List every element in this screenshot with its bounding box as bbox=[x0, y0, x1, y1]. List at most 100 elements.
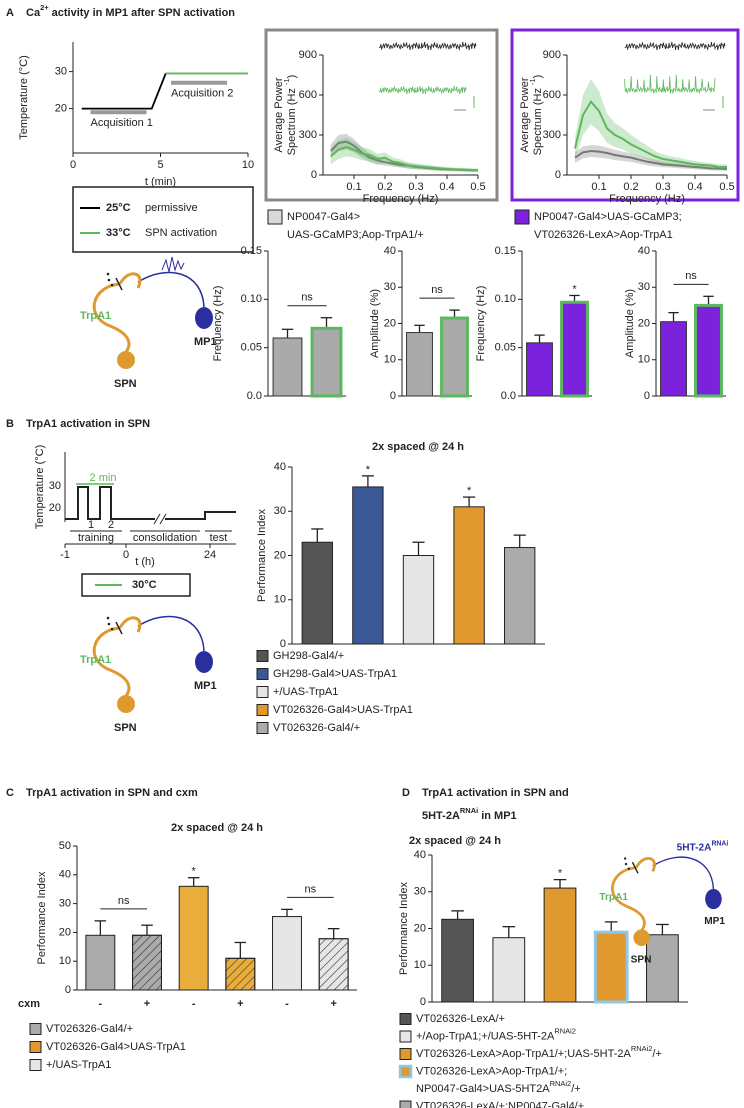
bar bbox=[593, 930, 629, 1004]
legend-label: 33°C bbox=[106, 227, 131, 239]
y-tick-label: 0 bbox=[65, 984, 71, 996]
vesicle bbox=[627, 867, 630, 870]
x-tick-label: 0.5 bbox=[719, 181, 734, 193]
y-axis-label: Average Power bbox=[273, 77, 285, 152]
y-tick-label: 600 bbox=[299, 89, 317, 101]
x-tick-label: + bbox=[144, 998, 150, 1010]
neuron-diagram: TrpA1 MP1 SPN 5HT-2ARNAi bbox=[599, 841, 728, 966]
x-tick-label: 0.1 bbox=[346, 181, 361, 193]
y-tick-label: 10 bbox=[414, 959, 426, 971]
y-tick-label: 50 bbox=[59, 840, 71, 852]
protocol-trace bbox=[65, 486, 236, 520]
y-axis-label-part: -1 bbox=[282, 78, 291, 85]
label-trpa1: TrpA1 bbox=[599, 892, 628, 903]
spectrum-line bbox=[574, 99, 727, 168]
spn-cell bbox=[117, 695, 135, 713]
y-tick-label: 300 bbox=[299, 129, 317, 141]
panel-frame bbox=[264, 28, 499, 202]
y-tick-label: 10 bbox=[274, 594, 286, 606]
y-tick-label: 20 bbox=[55, 103, 67, 115]
pulse-number: 1 bbox=[88, 519, 94, 531]
protocol-time-label: 0 bbox=[123, 549, 129, 561]
x-tick-label: 0.4 bbox=[687, 181, 702, 193]
y-axis-label: Average Power bbox=[519, 77, 531, 152]
legend-label: VT026326-Gal4/+ bbox=[273, 722, 360, 734]
mp1-cell bbox=[195, 307, 213, 329]
temperature-line bbox=[81, 73, 167, 110]
legend-label-part: /+ bbox=[571, 1083, 580, 1095]
y-tick-label: 30 bbox=[414, 886, 426, 898]
bar bbox=[406, 332, 433, 397]
x-tick-label: - bbox=[192, 998, 196, 1010]
bar bbox=[301, 541, 333, 645]
trace bbox=[624, 41, 726, 51]
vesicle bbox=[106, 616, 110, 620]
significance-label: ns bbox=[301, 292, 313, 304]
y-tick-label: 20 bbox=[59, 926, 71, 938]
x-tick-label: 0.5 bbox=[470, 181, 485, 193]
chart-title: 2x spaced @ 24 h bbox=[171, 822, 263, 834]
y-tick-label: 0 bbox=[390, 390, 396, 402]
legend-label-part: VT026326-LexA>Aop-TrpA1/+;UAS-5HT-2A bbox=[416, 1048, 631, 1060]
mp1-axon bbox=[137, 271, 205, 308]
y-tick-label: 30 bbox=[384, 281, 396, 293]
significance-label: ns bbox=[305, 883, 317, 895]
y-tick-label: 30 bbox=[59, 898, 71, 910]
legend-swatch bbox=[29, 1059, 42, 1071]
panel-title-part: in MP1 bbox=[478, 810, 517, 822]
vesicle bbox=[107, 278, 111, 282]
bar bbox=[85, 934, 116, 991]
axis-break bbox=[153, 513, 167, 525]
panel-title: 5HT-2ARNAi in MP1 bbox=[422, 806, 517, 821]
spn-cell bbox=[633, 929, 650, 946]
y-tick-label: 10 bbox=[384, 354, 396, 366]
legend-swatch bbox=[267, 209, 283, 225]
y-tick-label: 0.0 bbox=[501, 390, 516, 402]
bar bbox=[272, 337, 303, 397]
protocol-y-label: Temperature (°C) bbox=[34, 445, 46, 529]
panel-title-part: TrpA1 activation in SPN and bbox=[422, 787, 569, 799]
significance-label: ns bbox=[431, 284, 443, 296]
bar bbox=[441, 918, 474, 1003]
significance-label: * bbox=[572, 283, 577, 295]
legend-label: VT026326-LexA>Aop-TrpA1/+; bbox=[416, 1065, 567, 1077]
protocol-time-label: 24 bbox=[204, 549, 216, 561]
x-tick-label: + bbox=[330, 998, 336, 1010]
x-tick-label: 0.3 bbox=[655, 181, 670, 193]
y-tick-label: 0 bbox=[555, 169, 561, 181]
label-mp1: MP1 bbox=[194, 680, 217, 692]
bar bbox=[440, 316, 469, 398]
protocol-legend-label: 30°C bbox=[132, 579, 157, 591]
legend-swatch bbox=[256, 668, 269, 680]
x-tick-label: 0 bbox=[70, 159, 76, 171]
x-tick-label: - bbox=[285, 998, 289, 1010]
legend-label: NP0047-Gal4> bbox=[287, 211, 360, 223]
mp1-axon bbox=[137, 615, 205, 652]
panel-letter: D bbox=[402, 787, 410, 799]
y-axis-label: Temperature (°C) bbox=[18, 55, 30, 139]
legend-label: VT026326-Gal4>UAS-TrpA1 bbox=[46, 1041, 186, 1053]
legend-label: GH298-Gal4>UAS-TrpA1 bbox=[273, 668, 397, 680]
protocol-x-label: t (h) bbox=[135, 556, 155, 568]
legend-label-part: RNAi2 bbox=[631, 1044, 653, 1053]
legend-swatch bbox=[256, 704, 269, 716]
label-mp1: MP1 bbox=[194, 336, 217, 348]
y-tick-label: 0 bbox=[280, 638, 286, 650]
label-spn: SPN bbox=[631, 954, 652, 965]
y-axis-label-part: ) bbox=[286, 75, 298, 79]
protocol-time-label: -1 bbox=[60, 549, 70, 561]
panel-letter: C bbox=[6, 787, 14, 799]
label-target-part: RNAi bbox=[711, 841, 728, 848]
panel-title: TrpA1 activation in SPN bbox=[26, 418, 150, 430]
x-tick-label: 5 bbox=[157, 159, 163, 171]
mp1-cell bbox=[195, 651, 213, 673]
bar bbox=[402, 555, 435, 645]
y-axis-label: Frequency (Hz) bbox=[475, 286, 487, 362]
panel-letter: B bbox=[6, 418, 14, 430]
y-tick-label: 20 bbox=[638, 317, 650, 329]
mp1-cell bbox=[705, 888, 722, 910]
label-spn: SPN bbox=[114, 378, 137, 390]
panel-title: TrpA1 activation in SPN and bbox=[422, 787, 569, 799]
significance-label: * bbox=[366, 464, 371, 476]
vesicle bbox=[110, 283, 114, 287]
